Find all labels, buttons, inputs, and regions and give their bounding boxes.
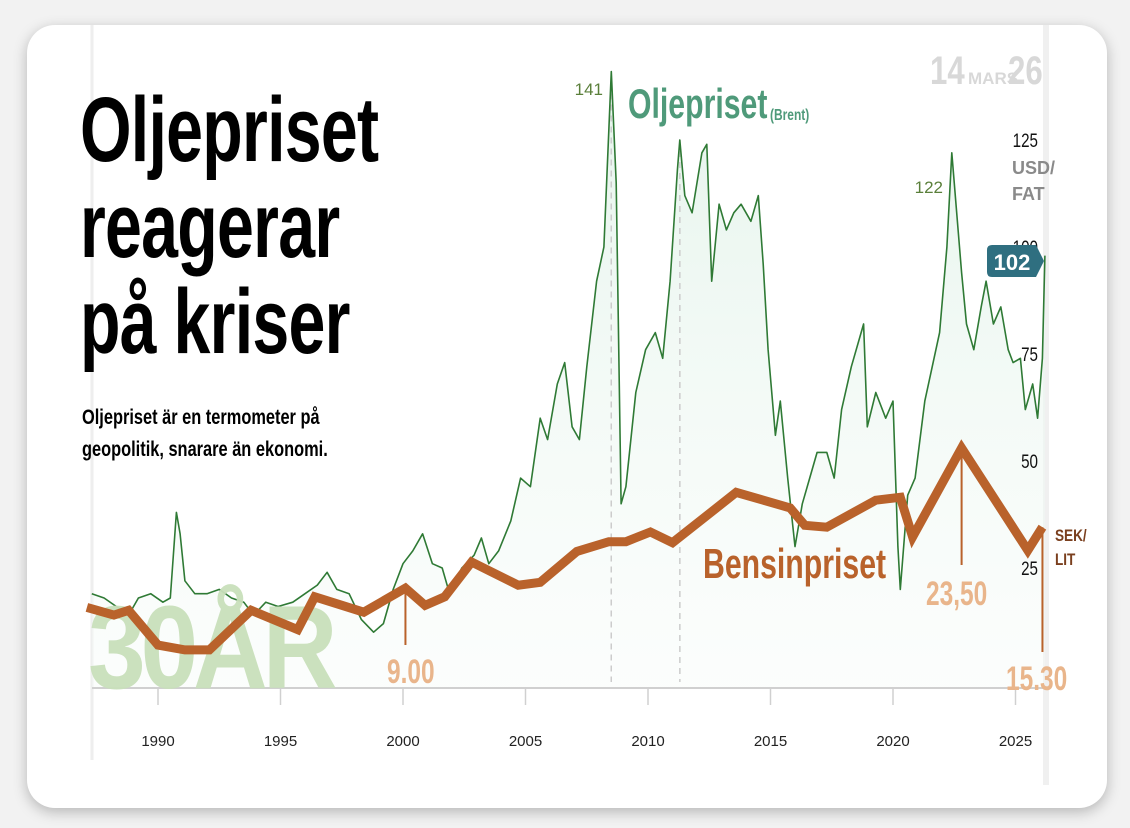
petrol-value-label: 9.00 [387,653,435,691]
oil-unit: USD/ [1012,158,1055,178]
petrol-unit: SEK/ [1055,527,1087,546]
oil-series-title: Oljepriset [628,80,767,127]
y-tick-label: 50 [1021,450,1038,472]
subtitle: Oljepriset är en termometer på geopoliti… [82,402,328,466]
y-tick-label: 25 [1021,557,1038,579]
date-stamp: 14 MARS 26 [930,48,1043,93]
date-year: 26 [1008,48,1043,93]
badge-shape [987,245,1044,277]
oil-series-suffix: (Brent) [770,105,809,123]
x-tick-label: 2015 [754,733,787,750]
y-tick-label: 125 [1013,129,1038,151]
oil-price-line [91,70,1046,633]
headline-line: Oljepriset [80,79,379,181]
subtitle-line: Oljepriset är en termometer på [82,406,320,429]
petrol-unit: LIT [1055,551,1076,570]
right-edge-band [1043,25,1049,785]
date-day: 14 [930,48,965,93]
headline-line: på kriser [80,271,350,373]
date-month: MARS [968,69,1018,88]
x-tick-label: 1990 [141,733,174,750]
oil-area-fill [91,71,1045,688]
oil-peak-label: 141 [575,80,603,99]
x-tick-label: 1995 [264,733,297,750]
subtitle-line: geopolitik, snarare än ekonomi. [82,438,328,461]
headline: Oljepriset reagerar på kriser [80,79,379,373]
oil-peak-label: 122 [915,178,943,197]
x-tick-label: 2025 [999,733,1032,750]
petrol-series-title: Bensinpriset [703,540,886,587]
petrol-price-line [85,439,1047,655]
petrol-value-label: 23,50 [926,575,987,613]
x-tick-label: 2005 [509,733,542,750]
x-tick-label: 2000 [386,733,419,750]
x-tick-label: 2020 [876,733,909,750]
badge-value: 102 [994,250,1031,275]
x-tick-label: 2010 [631,733,664,750]
current-oil-price-badge: 102 [987,245,1044,277]
petrol-value-label: 15.30 [1006,660,1067,698]
headline-line: reagerar [80,175,340,277]
y-tick-label: 75 [1021,343,1038,365]
oil-unit: FAT [1012,184,1045,204]
